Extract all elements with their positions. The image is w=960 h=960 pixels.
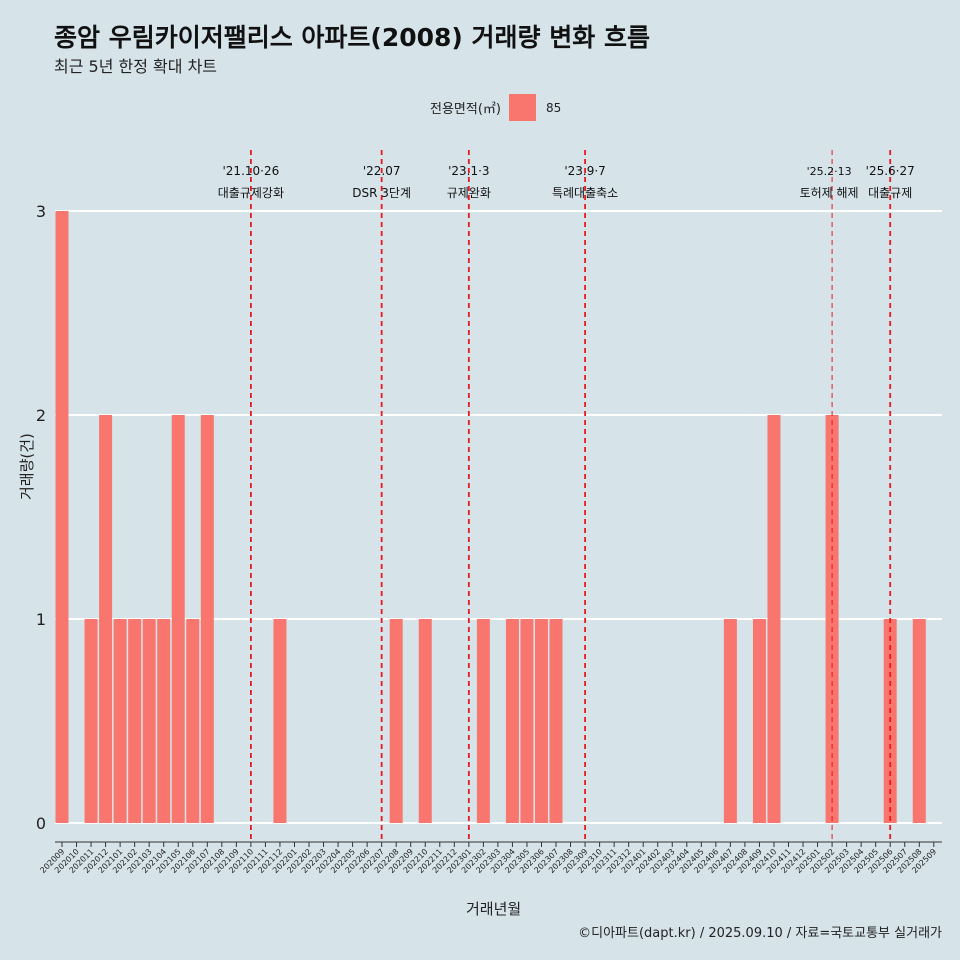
bar bbox=[389, 619, 403, 823]
bar bbox=[520, 619, 534, 823]
bar bbox=[752, 619, 766, 823]
event-label: 대출규제 bbox=[868, 186, 912, 200]
bar bbox=[273, 619, 287, 823]
bar bbox=[55, 211, 69, 823]
legend-title: 전용면적(㎡) bbox=[430, 102, 501, 117]
chart-subtitle: 최근 5년 한정 확대 차트 bbox=[54, 57, 218, 76]
bar bbox=[186, 619, 200, 823]
event-date: '21.10·26 bbox=[223, 164, 280, 178]
bar bbox=[84, 619, 98, 823]
bar bbox=[113, 619, 127, 823]
event-date: '22.07 bbox=[363, 164, 401, 178]
event-date: '23.1·3 bbox=[448, 164, 489, 178]
legend: 전용면적(㎡) 85 bbox=[430, 94, 561, 121]
event-label: 대출규제강화 bbox=[218, 186, 284, 200]
bar bbox=[128, 619, 142, 823]
bar bbox=[418, 619, 432, 823]
bar bbox=[157, 619, 171, 823]
bar bbox=[476, 619, 490, 823]
event-date: '23.9·7 bbox=[564, 164, 605, 178]
bar bbox=[912, 619, 926, 823]
y-tick-label: 3 bbox=[36, 202, 46, 221]
y-tick-label: 2 bbox=[36, 406, 46, 425]
bar bbox=[505, 619, 519, 823]
bar bbox=[142, 619, 156, 823]
bar bbox=[549, 619, 563, 823]
event-date: '25.2·13 bbox=[807, 165, 852, 178]
event-label: 토허제 해제 bbox=[800, 186, 859, 200]
bar bbox=[767, 415, 781, 823]
bar bbox=[99, 415, 113, 823]
bar bbox=[200, 415, 214, 823]
bar bbox=[723, 619, 737, 823]
x-axis-label: 거래년월 bbox=[466, 900, 522, 918]
y-axis-label: 거래량(건) bbox=[18, 433, 36, 500]
bar bbox=[534, 619, 548, 823]
event-label: 규제완화 bbox=[447, 186, 491, 200]
event-date: '25.6·27 bbox=[866, 164, 915, 178]
event-label: DSR 3단계 bbox=[352, 186, 411, 200]
bar bbox=[171, 415, 185, 823]
caption: ©디아파트(dapt.kr) / 2025.09.10 / 자료=국토교통부 실… bbox=[578, 926, 942, 941]
legend-label: 85 bbox=[545, 100, 562, 115]
y-tick-label: 1 bbox=[36, 610, 46, 629]
y-tick-label: 0 bbox=[36, 814, 46, 833]
legend-swatch bbox=[508, 94, 536, 121]
chart-title: 종암 우림카이저팰리스 아파트(2008) 거래량 변화 흐름 bbox=[54, 23, 650, 52]
event-label: 특례대출축소 bbox=[552, 186, 618, 200]
